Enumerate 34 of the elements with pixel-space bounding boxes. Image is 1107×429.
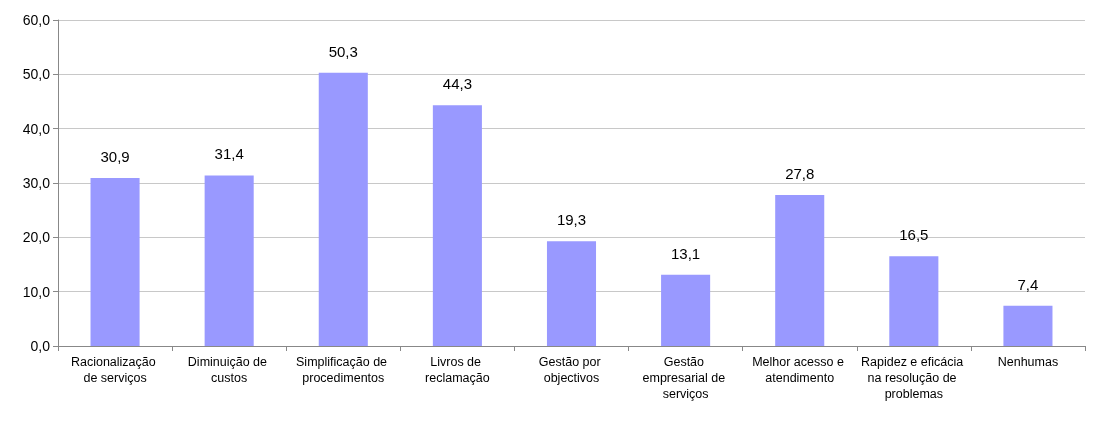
data-label: 16,5	[899, 226, 929, 244]
bar	[432, 105, 482, 346]
data-label: 7,4	[1017, 275, 1039, 293]
bar	[661, 274, 711, 346]
y-tick-label: 60,0	[22, 12, 51, 28]
y-tick-label: 50,0	[22, 66, 51, 83]
x-tick-label: Gestão empresarial de serviços	[642, 355, 729, 401]
bar	[318, 72, 368, 346]
x-tick-label: Melhor acesso e atendimento	[752, 355, 848, 385]
data-label: 27,8	[785, 164, 815, 182]
y-tick-label: 20,0	[22, 229, 51, 246]
y-tick-label: 0,0	[30, 338, 51, 354]
x-tick-label: Diminuição de custos	[187, 355, 271, 385]
data-label: 31,4	[214, 145, 244, 163]
x-tick-label: Nenhumas	[997, 355, 1059, 369]
x-tick-label: Rapidez e eficácia na resolução de problemas	[861, 355, 967, 401]
x-tick-label: Livros de reclamação	[425, 355, 490, 385]
bar	[1003, 305, 1053, 346]
data-label: 44,3	[442, 75, 472, 93]
x-tick-label: Racionalização de serviços	[70, 355, 160, 385]
bar	[90, 178, 140, 346]
data-label: 30,9	[100, 148, 130, 166]
bar	[775, 194, 825, 346]
bar	[546, 241, 597, 346]
data-label: 50,3	[328, 42, 358, 60]
x-tick-label: Gestão por objectivos	[538, 355, 605, 385]
data-label: 19,3	[556, 211, 587, 229]
data-label: 13,1	[671, 244, 701, 262]
x-tick-label: Simplificação de procedimentos	[296, 355, 391, 385]
bar	[889, 256, 939, 346]
bar	[204, 175, 254, 346]
y-tick-label: 40,0	[22, 120, 51, 137]
y-tick-label: 30,0	[22, 175, 51, 191]
y-tick-label: 10,0	[22, 283, 51, 300]
